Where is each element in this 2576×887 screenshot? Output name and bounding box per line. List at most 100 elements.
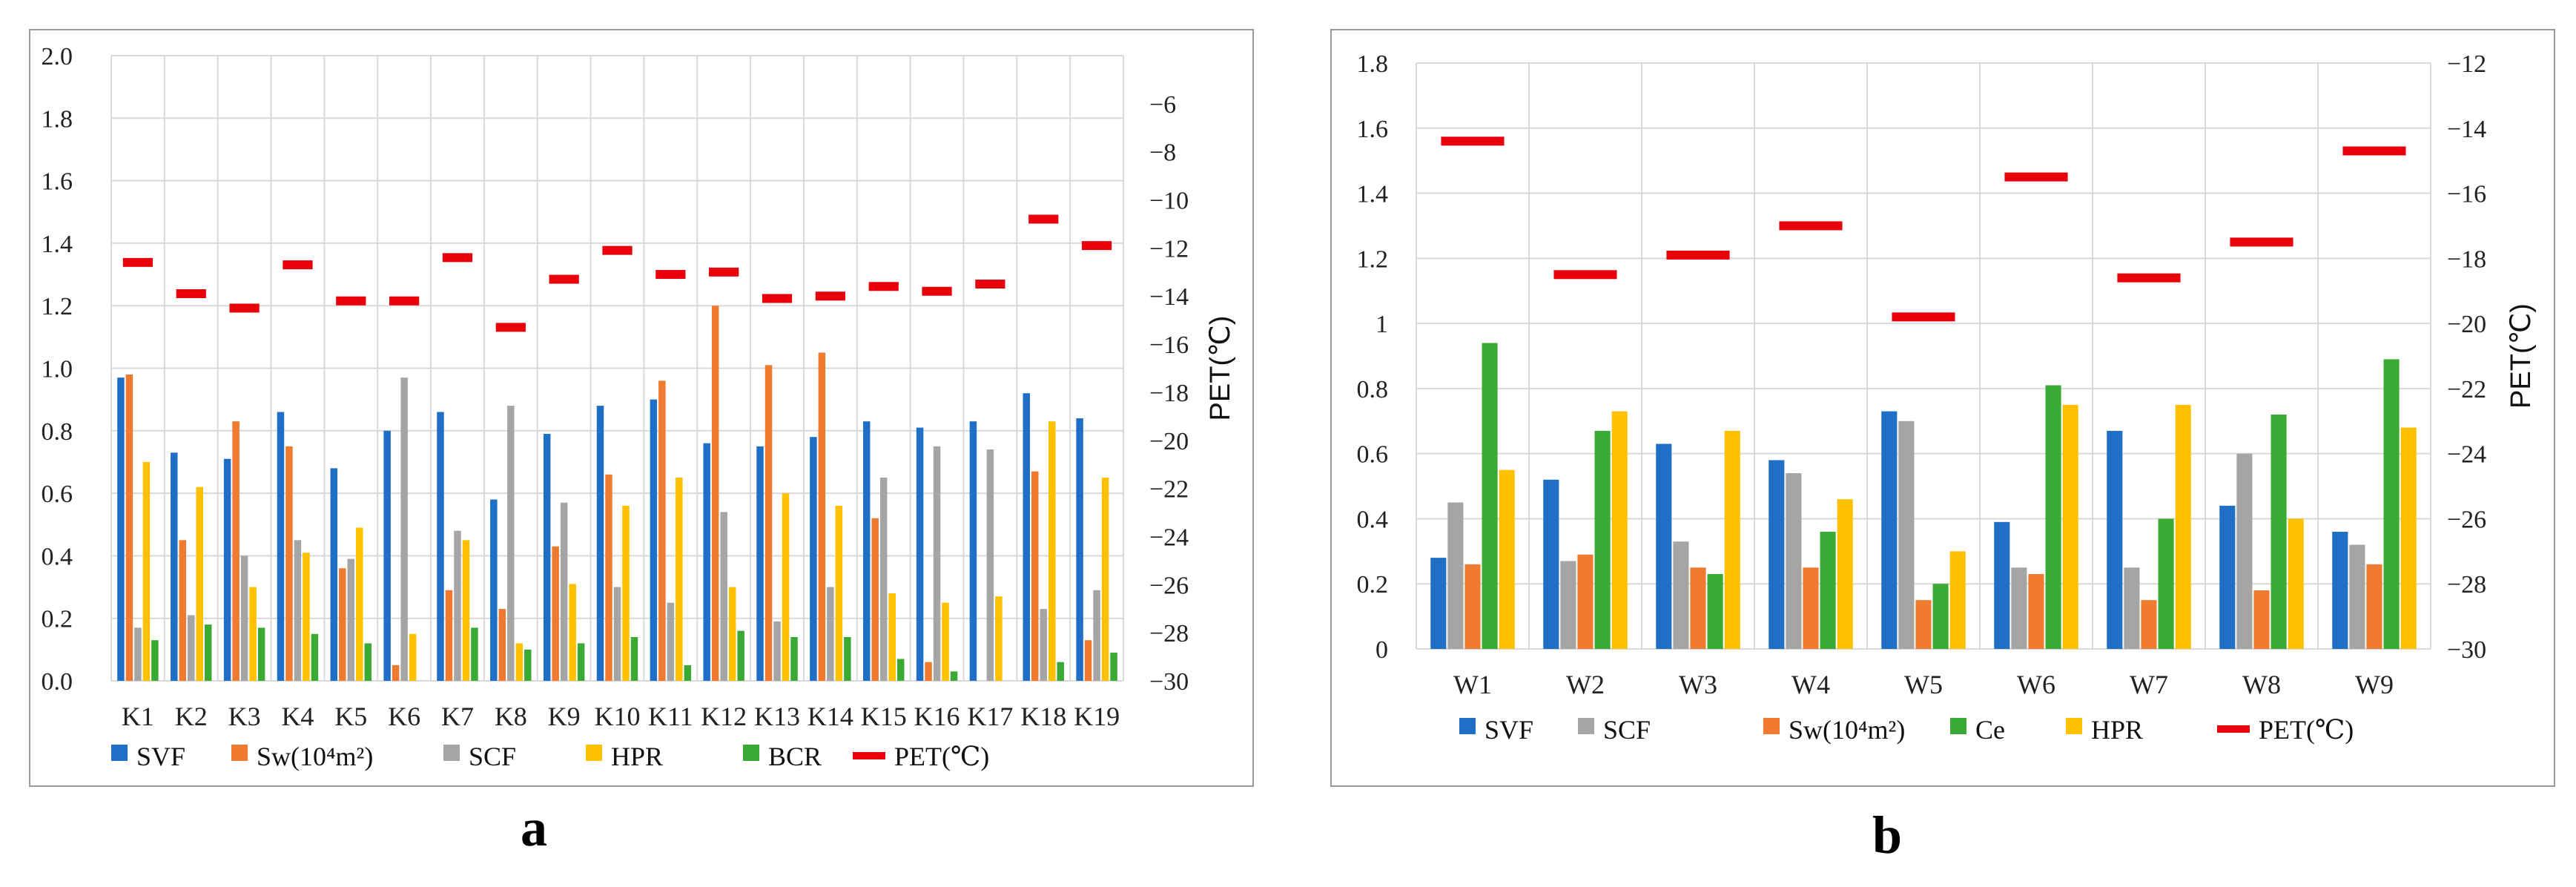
chart-b-bar-scf-w3	[1673, 541, 1689, 649]
chart-a-bar-bcr-k9	[577, 643, 585, 681]
chart-a-bar-svf-k10	[596, 406, 604, 681]
chart-b-y-tick-label: 1.4	[1357, 181, 1389, 208]
chart-b-legend-swatch	[1950, 718, 1966, 734]
chart-a-bar-hpr-k3	[249, 587, 257, 681]
chart-a-bar-scf-k12	[720, 512, 727, 681]
chart-a-bar-swm-k3	[232, 421, 240, 681]
chart-a-bar-swm-k9	[552, 546, 559, 681]
chart-a-bar-scf-k17	[986, 449, 994, 681]
chart-b-category-label: W7	[2130, 670, 2168, 699]
chart-a-legend-swatch	[586, 745, 602, 761]
chart-b-legend-swatch	[1578, 718, 1594, 734]
chart-b-pet-marker-w8	[2230, 237, 2293, 247]
chart-b-y-tick-label: 0.2	[1357, 571, 1389, 599]
chart-a-y-tick-label: 1.2	[42, 293, 73, 320]
chart-b-y2-tick-label: −30	[2447, 636, 2486, 664]
chart-a-bar-scf-k18	[1040, 609, 1047, 681]
chart-a-bar-hpr-k19	[1101, 478, 1109, 681]
chart-b-bar-swm-w2	[1577, 554, 1594, 649]
chart-a-bar-swm-k1	[125, 374, 133, 681]
chart-a-pet-marker-k2	[176, 288, 206, 298]
chart-b-pet-marker-w6	[2004, 172, 2068, 182]
chart-b-y2-tick-label: −22	[2447, 376, 2486, 403]
chart-b-bar-swm-w7	[2141, 600, 2157, 649]
chart-a-category-label: K1	[122, 702, 154, 731]
chart-a-bar-swm-k11	[658, 380, 666, 681]
chart-a-bar-bcr-k16	[950, 671, 958, 681]
chart-a-pet-marker-k12	[709, 267, 739, 277]
chart-b-pet-marker-w3	[1666, 250, 1730, 260]
chart-b-bar-scf-w8	[2236, 453, 2253, 649]
chart-a-bar-svf-k4	[277, 412, 285, 681]
chart-b-bar-swm-w5	[1915, 600, 1932, 649]
chart-a-pet-marker-k7	[442, 253, 473, 263]
chart-a-pet-marker-k5	[336, 296, 366, 306]
chart-b-category-label: W5	[1904, 670, 1943, 699]
chart-a-pet-marker-k19	[1081, 241, 1112, 251]
chart-a-bar-bcr-k14	[844, 636, 851, 681]
chart-a-bar-scf-k14	[827, 587, 834, 681]
chart-a-bar-scf-k10	[613, 587, 621, 681]
chart-a-category-label: K11	[648, 702, 693, 731]
chart-a-bar-scf-k7	[454, 530, 461, 681]
chart-a-y2-tick-label: −12	[1149, 235, 1189, 263]
chart-b-bar-svf-w8	[2219, 505, 2236, 649]
chart-b-legend-label: HPR	[2091, 715, 2143, 745]
chart-a-bar-swm-k2	[179, 540, 187, 681]
chart-a-bar-hpr-k11	[676, 478, 683, 681]
chart-a-pet-marker-k14	[815, 291, 845, 301]
chart-a-category-label: K12	[701, 702, 747, 731]
chart-a-bar-svf-k16	[916, 427, 924, 681]
chart-a-bar-svf-k5	[330, 468, 338, 681]
chart-a-bar-bcr-k13	[790, 636, 798, 681]
chart-b-bar-hpr-w8	[2288, 518, 2304, 649]
chart-b-y-tick-label: 0	[1375, 636, 1388, 664]
chart-b-legend-swatch-pet	[2217, 725, 2250, 733]
chart-a-y2-tick-label: −22	[1149, 476, 1189, 504]
chart-a-pet-marker-k13	[762, 294, 793, 303]
chart-a-category-label: K5	[334, 702, 367, 731]
chart-a-bar-svf-k14	[810, 437, 817, 681]
chart-a-bar-swm-k5	[339, 568, 346, 681]
chart-a-pet-marker-k6	[389, 296, 420, 306]
chart-a-pet-marker-k17	[975, 280, 1005, 289]
chart-a-pet-marker-k8	[495, 323, 526, 332]
chart-b-bar-scf-w5	[1898, 421, 1915, 649]
chart-a-bar-bcr-k3	[257, 627, 265, 681]
chart-b-y2-tick-label: −24	[2447, 441, 2486, 469]
chart-b-y-tick-label: 0.6	[1357, 441, 1389, 469]
chart-a-bar-bcr-k8	[524, 649, 532, 681]
chart-b-bar-swm-w4	[1803, 567, 1819, 649]
chart-a-bar-svf-k6	[383, 430, 391, 681]
chart-a-bar-swm-k4	[285, 446, 293, 681]
chart-a-bar-scf-k5	[347, 558, 355, 681]
chart-a-category-label: K13	[754, 702, 800, 731]
chart-a-category-label: K15	[861, 702, 907, 731]
chart-a-y-tick-label: 0.2	[42, 606, 73, 633]
chart-a-category-label: K4	[281, 702, 314, 731]
chart-b-y2-tick-label: −12	[2447, 50, 2486, 78]
chart-b-bar-hpr-w9	[2400, 427, 2417, 649]
chart-a-bar-hpr-k2	[196, 487, 204, 681]
chart-a-bar-svf-k12	[703, 443, 710, 681]
chart-a-legend-label: HPR	[611, 742, 663, 771]
chart-b-y-tick-label: 1.6	[1357, 116, 1389, 143]
chart-a-y2-tick-label: −10	[1149, 188, 1189, 215]
chart-a-bar-swm-k15	[871, 518, 879, 681]
chart-a-y2-tick-label: −14	[1149, 283, 1189, 311]
chart-a-y2-tick-label: −24	[1149, 524, 1189, 551]
chart-b-bar-svf-w1	[1430, 558, 1447, 649]
chart-a-pet-marker-k4	[283, 260, 313, 270]
chart-a-y2-tick-label: −26	[1149, 572, 1189, 599]
chart-b-legend-label: SCF	[1603, 715, 1651, 745]
chart-a-pet-marker-k9	[549, 274, 579, 284]
chart-b-legend-label: PET(℃)	[2259, 715, 2354, 745]
chart-b-category-label: W9	[2355, 670, 2394, 699]
chart-b-legend-label: SVF	[1484, 715, 1533, 745]
chart-a-bar-bcr-k18	[1057, 662, 1064, 681]
chart-b-bar-svf-w4	[1768, 460, 1785, 649]
chart-a-legend-label: Sw(10⁴m²)	[257, 742, 373, 771]
chart-a-bar-bcr-k7	[471, 627, 478, 681]
chart-a-legend-label: SVF	[136, 742, 185, 771]
chart-b-bar-ce-w9	[2383, 359, 2400, 649]
